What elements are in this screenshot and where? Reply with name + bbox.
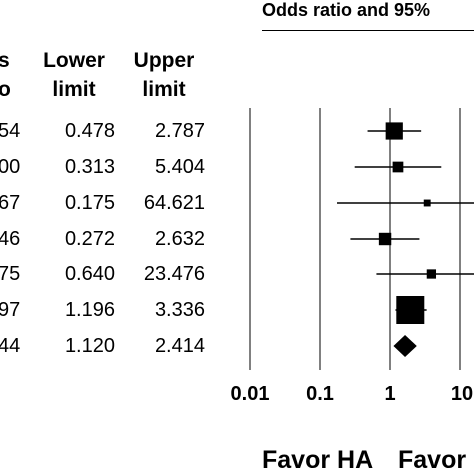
- upper-cell: 2.414: [154, 335, 205, 357]
- title-underline: [262, 30, 474, 31]
- lower-cell: 0.272: [64, 228, 115, 250]
- point-estimate-box: [378, 232, 392, 246]
- ratio-cell: 75: [0, 263, 21, 285]
- lower-cell: 0.175: [64, 192, 115, 214]
- x-tick-label: 10: [450, 383, 474, 405]
- ratio-header-line1: s: [0, 49, 10, 72]
- favor-left-label: Favor HA: [262, 446, 374, 474]
- point-estimate-box: [423, 199, 431, 207]
- x-tick-label: 0.01: [230, 383, 270, 405]
- upper-cell: 23.476: [143, 263, 205, 285]
- chart-title: Odds ratio and 95%: [262, 0, 431, 20]
- point-estimate-box: [392, 161, 404, 173]
- upper-cell: 5.404: [154, 156, 205, 178]
- upper-cell: 64.621: [143, 192, 205, 214]
- ratio-cell: 46: [0, 228, 21, 250]
- upper-header-line2: limit: [142, 78, 186, 101]
- summary-diamond: [393, 335, 417, 357]
- ratio-cell: 97: [0, 299, 21, 321]
- upper-cell: 2.787: [154, 120, 205, 142]
- ratio-cell: 44: [0, 335, 21, 357]
- lower-cell: 0.313: [64, 156, 115, 178]
- x-tick-label: 0.1: [306, 383, 334, 405]
- point-estimate-box: [426, 269, 437, 279]
- ratio-cell: 00: [0, 156, 21, 178]
- lower-cell: 0.640: [64, 263, 115, 285]
- point-estimate-box: [385, 122, 403, 140]
- lower-cell: 1.120: [64, 335, 115, 357]
- point-estimate-box: [396, 296, 425, 324]
- upper-header-line1: Upper: [133, 49, 195, 72]
- upper-cell: 3.336: [154, 299, 205, 321]
- ratio-cell: 54: [0, 120, 21, 142]
- favor-right-label: Favor: [398, 446, 467, 474]
- ratio-header-line2: o: [0, 78, 11, 101]
- x-tick-label: 1: [384, 383, 396, 405]
- lower-cell: 0.478: [64, 120, 115, 142]
- ratio-cell: 67: [0, 192, 21, 214]
- lower-header-line2: limit: [52, 78, 96, 101]
- upper-cell: 2.632: [154, 228, 205, 250]
- lower-header-line1: Lower: [43, 49, 105, 72]
- lower-cell: 1.196: [64, 299, 115, 321]
